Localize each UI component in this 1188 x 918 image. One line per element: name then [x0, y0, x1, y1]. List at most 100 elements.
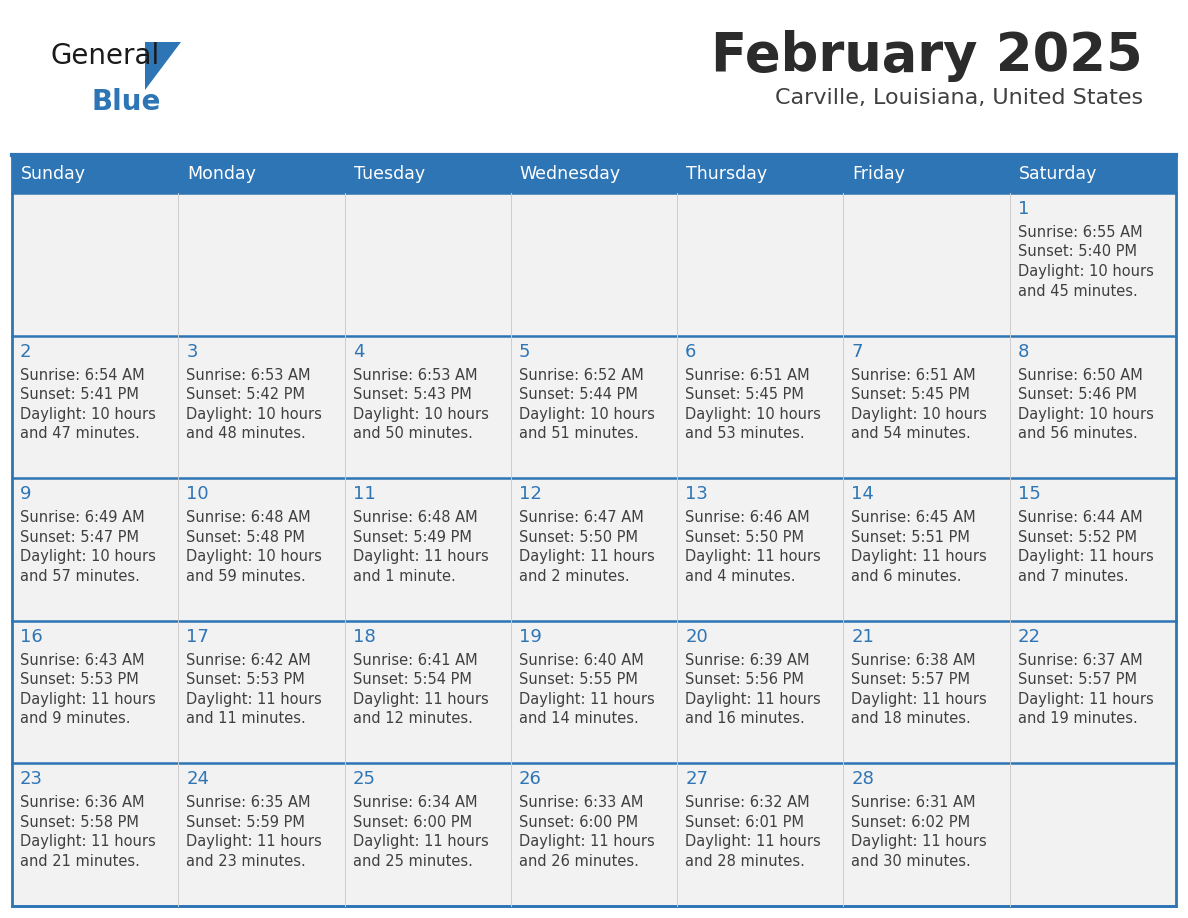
Text: and 47 minutes.: and 47 minutes. [20, 426, 140, 442]
Polygon shape [145, 42, 181, 90]
Text: and 23 minutes.: and 23 minutes. [187, 854, 307, 869]
Text: Daylight: 11 hours: Daylight: 11 hours [353, 834, 488, 849]
Text: and 51 minutes.: and 51 minutes. [519, 426, 639, 442]
Bar [345, 764, 511, 906]
Text: 25: 25 [353, 770, 375, 789]
Bar [1010, 764, 1176, 906]
Text: and 14 minutes.: and 14 minutes. [519, 711, 639, 726]
Text: Sunset: 5:49 PM: Sunset: 5:49 PM [353, 530, 472, 544]
Bar [677, 336, 843, 478]
Text: Sunset: 5:58 PM: Sunset: 5:58 PM [20, 815, 139, 830]
Text: Tuesday: Tuesday [354, 165, 424, 183]
Text: 23: 23 [20, 770, 43, 789]
Bar [843, 336, 1010, 478]
Text: Sunrise: 6:46 AM: Sunrise: 6:46 AM [685, 510, 810, 525]
Text: Daylight: 11 hours: Daylight: 11 hours [20, 692, 156, 707]
Text: Sunrise: 6:47 AM: Sunrise: 6:47 AM [519, 510, 644, 525]
Text: 13: 13 [685, 486, 708, 503]
Bar [677, 193, 843, 336]
Text: and 25 minutes.: and 25 minutes. [353, 854, 473, 869]
Text: Sunset: 5:45 PM: Sunset: 5:45 PM [852, 387, 971, 402]
Text: Daylight: 11 hours: Daylight: 11 hours [685, 692, 821, 707]
Text: 5: 5 [519, 342, 530, 361]
Text: Daylight: 10 hours: Daylight: 10 hours [353, 407, 488, 421]
Text: Sunset: 5:46 PM: Sunset: 5:46 PM [1018, 387, 1137, 402]
Bar [511, 764, 677, 906]
Bar [12, 336, 178, 478]
Bar [178, 621, 345, 764]
Text: Sunset: 5:48 PM: Sunset: 5:48 PM [187, 530, 305, 544]
Bar [1010, 621, 1176, 764]
Bar [12, 621, 178, 764]
Text: 4: 4 [353, 342, 364, 361]
Text: and 54 minutes.: and 54 minutes. [852, 426, 971, 442]
Bar [178, 478, 345, 621]
Text: Sunrise: 6:41 AM: Sunrise: 6:41 AM [353, 653, 478, 667]
Bar [12, 478, 178, 621]
Text: and 53 minutes.: and 53 minutes. [685, 426, 804, 442]
Bar [677, 478, 843, 621]
Text: Sunrise: 6:48 AM: Sunrise: 6:48 AM [187, 510, 311, 525]
Text: Sunrise: 6:44 AM: Sunrise: 6:44 AM [1018, 510, 1143, 525]
Bar [345, 193, 511, 336]
Text: 9: 9 [20, 486, 32, 503]
Text: 10: 10 [187, 486, 209, 503]
Text: Sunrise: 6:52 AM: Sunrise: 6:52 AM [519, 367, 644, 383]
Text: and 56 minutes.: and 56 minutes. [1018, 426, 1137, 442]
Text: Sunrise: 6:53 AM: Sunrise: 6:53 AM [353, 367, 478, 383]
Text: 8: 8 [1018, 342, 1029, 361]
Text: Daylight: 10 hours: Daylight: 10 hours [685, 407, 821, 421]
Text: 2: 2 [20, 342, 32, 361]
Text: Daylight: 10 hours: Daylight: 10 hours [1018, 407, 1154, 421]
Bar [843, 478, 1010, 621]
Text: Daylight: 10 hours: Daylight: 10 hours [187, 407, 322, 421]
Text: Sunrise: 6:33 AM: Sunrise: 6:33 AM [519, 795, 643, 811]
Text: 16: 16 [20, 628, 43, 645]
Text: Sunset: 5:53 PM: Sunset: 5:53 PM [20, 672, 139, 688]
Bar [345, 478, 511, 621]
Text: 3: 3 [187, 342, 197, 361]
Text: Sunset: 5:40 PM: Sunset: 5:40 PM [1018, 244, 1137, 260]
Text: Daylight: 10 hours: Daylight: 10 hours [187, 549, 322, 565]
Text: Daylight: 11 hours: Daylight: 11 hours [852, 692, 987, 707]
Text: Sunset: 5:51 PM: Sunset: 5:51 PM [852, 530, 971, 544]
Text: Daylight: 10 hours: Daylight: 10 hours [519, 407, 655, 421]
Text: Sunrise: 6:45 AM: Sunrise: 6:45 AM [852, 510, 977, 525]
Text: and 4 minutes.: and 4 minutes. [685, 568, 796, 584]
Text: Daylight: 10 hours: Daylight: 10 hours [1018, 264, 1154, 279]
Text: Sunrise: 6:39 AM: Sunrise: 6:39 AM [685, 653, 810, 667]
Text: and 21 minutes.: and 21 minutes. [20, 854, 140, 869]
Text: Sunrise: 6:40 AM: Sunrise: 6:40 AM [519, 653, 644, 667]
Text: Sunset: 5:42 PM: Sunset: 5:42 PM [187, 387, 305, 402]
Text: and 50 minutes.: and 50 minutes. [353, 426, 473, 442]
Text: Monday: Monday [188, 165, 257, 183]
Text: Sunrise: 6:32 AM: Sunrise: 6:32 AM [685, 795, 810, 811]
Bar [12, 193, 178, 336]
Text: 22: 22 [1018, 628, 1041, 645]
Text: and 16 minutes.: and 16 minutes. [685, 711, 805, 726]
Text: Daylight: 11 hours: Daylight: 11 hours [20, 834, 156, 849]
Text: Daylight: 11 hours: Daylight: 11 hours [852, 834, 987, 849]
Text: Sunrise: 6:51 AM: Sunrise: 6:51 AM [685, 367, 810, 383]
Text: Daylight: 10 hours: Daylight: 10 hours [20, 407, 156, 421]
Text: Sunrise: 6:38 AM: Sunrise: 6:38 AM [852, 653, 975, 667]
Text: Sunset: 5:57 PM: Sunset: 5:57 PM [852, 672, 971, 688]
Text: Sunrise: 6:48 AM: Sunrise: 6:48 AM [353, 510, 478, 525]
Text: and 11 minutes.: and 11 minutes. [187, 711, 307, 726]
Text: 21: 21 [852, 628, 874, 645]
Text: Daylight: 11 hours: Daylight: 11 hours [519, 834, 655, 849]
Text: and 28 minutes.: and 28 minutes. [685, 854, 805, 869]
Text: Daylight: 11 hours: Daylight: 11 hours [1018, 549, 1154, 565]
Bar [345, 621, 511, 764]
Text: 28: 28 [852, 770, 874, 789]
Bar [12, 764, 178, 906]
Text: Sunrise: 6:31 AM: Sunrise: 6:31 AM [852, 795, 975, 811]
Bar [677, 764, 843, 906]
Text: and 12 minutes.: and 12 minutes. [353, 711, 473, 726]
Text: Sunrise: 6:55 AM: Sunrise: 6:55 AM [1018, 225, 1143, 240]
Text: 18: 18 [353, 628, 375, 645]
Text: and 57 minutes.: and 57 minutes. [20, 568, 140, 584]
Bar [12, 155, 1176, 906]
Text: 20: 20 [685, 628, 708, 645]
Text: Sunset: 5:41 PM: Sunset: 5:41 PM [20, 387, 139, 402]
